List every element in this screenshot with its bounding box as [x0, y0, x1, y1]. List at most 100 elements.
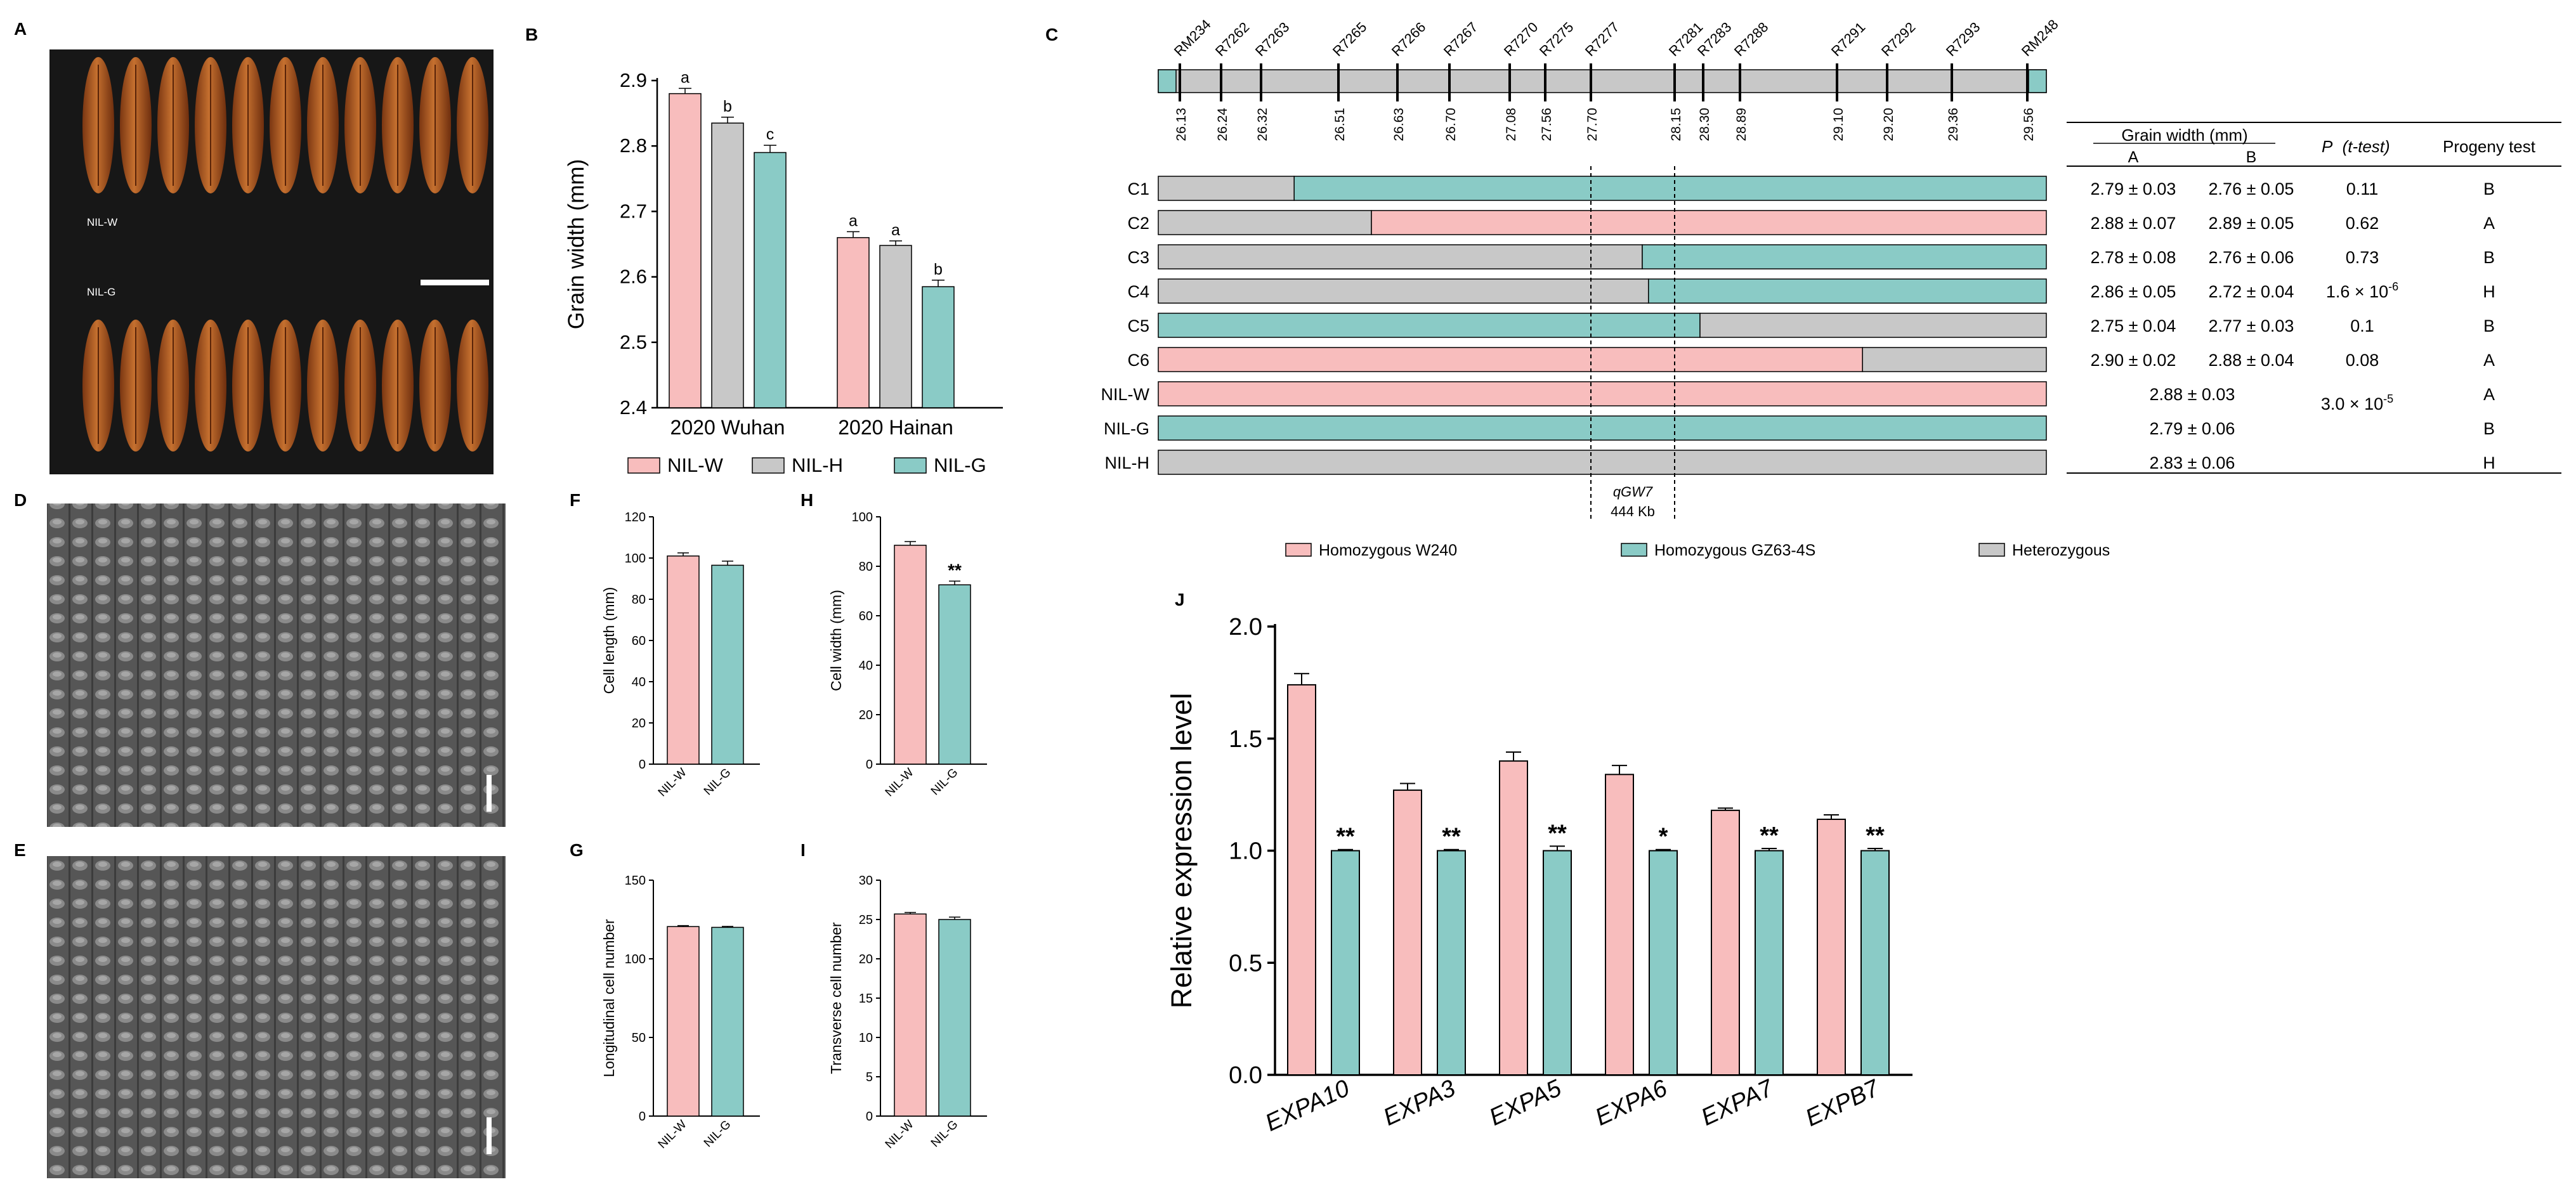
legend-label: NIL-W	[667, 454, 724, 476]
y-tick-label: 2.9	[620, 69, 647, 91]
chromosome-end-right	[2028, 69, 2047, 93]
col-b-header: B	[2246, 148, 2257, 166]
row-label: C5	[1127, 316, 1149, 335]
legend-label: NIL-G	[934, 454, 986, 476]
significance-mark: **	[1336, 824, 1355, 850]
bar-nil-g-expa5	[1543, 850, 1572, 1075]
p-value: 1.6 × 10-6	[2326, 280, 2398, 301]
segment-w	[1158, 347, 1863, 372]
y-tick-label: 0	[639, 1110, 646, 1124]
p-value: 0.1	[2350, 316, 2374, 335]
y-tick-label: 40	[632, 675, 646, 689]
segment-h	[1699, 313, 2047, 338]
bar-nil-g-expb7	[1860, 850, 1890, 1075]
y-tick-label: 20	[859, 952, 873, 966]
y-tick-label: 2.0	[1229, 614, 1262, 640]
bar-nil-g	[711, 926, 744, 1117]
x-tick-label: NIL-W	[883, 1118, 917, 1152]
segment-h	[1158, 278, 1649, 304]
marker-position: 26.70	[1444, 108, 1458, 141]
y-tick-label: 60	[859, 609, 873, 623]
panel-letter-d: D	[14, 490, 27, 510]
bar-nil-w	[894, 545, 927, 765]
significance-letter: c	[766, 126, 775, 143]
bar-nil-g-expa6	[1649, 850, 1678, 1075]
x-tick-label: EXPA3	[1380, 1075, 1460, 1131]
y-tick-label: 0	[866, 758, 873, 772]
y-tick-label: 20	[632, 717, 646, 731]
significance-letter: a	[681, 68, 690, 86]
marker-name: R7270	[1501, 19, 1541, 60]
sem-scale-bar	[487, 1117, 492, 1154]
progeny-value: H	[2483, 453, 2495, 472]
bar-nil-h-1	[879, 245, 912, 408]
bar-nil-w	[667, 556, 700, 765]
legend-swatch	[1978, 543, 2005, 557]
chart-transverse-cell-number: 0 5 10 15 20 25 30 NIL-W NIL-G Transverse cell nu…	[828, 874, 987, 1152]
y-tick-label: 1.0	[1229, 838, 1262, 865]
x-tick-label: EXPA7	[1697, 1074, 1779, 1131]
marker-name: RM248	[2018, 16, 2062, 60]
bar-nil-h-0	[711, 122, 744, 408]
segment-h	[1158, 450, 2047, 475]
y-axis-label: Transverse cell number	[828, 922, 844, 1074]
progeny-test-header: Progeny test	[2443, 137, 2536, 156]
bar-nil-g-expa10	[1331, 850, 1360, 1075]
width-a-value: 2.79 ± 0.03	[2091, 179, 2176, 198]
bar-nil-g-expa7	[1755, 850, 1784, 1075]
grain-label-nil-g: NIL-G	[87, 286, 115, 298]
y-tick-label: 0.5	[1229, 950, 1262, 977]
p-label: P	[2322, 137, 2333, 156]
qtl-size: 444 Kb	[1611, 504, 1655, 519]
marker-position: 26.51	[1333, 108, 1347, 141]
segment-g	[1642, 244, 2047, 270]
y-tick-label: 1.5	[1229, 726, 1262, 753]
y-tick-label: 60	[632, 634, 646, 648]
significance-mark: **	[1548, 820, 1567, 847]
legend-swatch-nil-h	[752, 457, 785, 474]
significance-letter: a	[849, 212, 858, 230]
marker-position: 28.15	[1669, 108, 1684, 141]
panel-letter-g: G	[570, 840, 584, 860]
panel-letter-h: H	[801, 490, 813, 510]
segment-g	[1648, 278, 2047, 304]
width-b-value: 2.72 ± 0.04	[2209, 282, 2294, 301]
segment-w	[1158, 381, 2047, 406]
marker-position: 27.08	[1504, 108, 1519, 141]
x-tick-label: NIL-G	[929, 766, 961, 798]
y-tick-label: 25	[859, 913, 873, 927]
row-label: C1	[1127, 179, 1149, 198]
p-value-header: P (t-test)	[2322, 137, 2390, 156]
y-tick-label: 30	[859, 874, 873, 888]
segment-h	[1158, 176, 1295, 201]
panel-letter-b: B	[525, 25, 538, 44]
width-combined-value: 2.83 ± 0.06	[2150, 453, 2235, 472]
row-label: C6	[1127, 351, 1149, 370]
y-tick-label: 2.6	[620, 266, 647, 288]
panel-letter-a: A	[14, 19, 27, 39]
segment-h	[1158, 244, 1643, 270]
width-a-value: 2.78 ± 0.08	[2091, 248, 2176, 267]
marker-ticks: RM234 26.13 R7262 26.24 R7263 26.32 R7265 26.51…	[1158, 16, 2062, 141]
chart-relative-expression: 0.0 0.5 1.0 1.5 2.0 ** EXPA10 ** EXPA3 ** EXPA5 * EX…	[1165, 614, 1912, 1137]
progeny-value: B	[2483, 316, 2495, 335]
marker-position: 29.56	[2022, 108, 2036, 141]
bar-nil-w-expb7	[1817, 819, 1846, 1075]
row-label: NIL-G	[1104, 419, 1149, 438]
y-tick-label: 2.4	[620, 396, 647, 419]
marker-position: 26.24	[1215, 108, 1230, 141]
marker-position: 26.63	[1392, 108, 1406, 141]
y-axis-label: Cell width (mm)	[828, 590, 844, 691]
row-label: NIL-H	[1104, 453, 1149, 472]
row-label: NIL-W	[1101, 385, 1150, 404]
panel-d-sem-image	[47, 504, 506, 827]
p-value-mantissa: 0.62	[2346, 214, 2379, 233]
y-tick-label: 100	[625, 952, 646, 966]
significance-letter: b	[934, 261, 943, 278]
nil-p-value: 3.0 × 10-5	[2321, 393, 2393, 413]
legend-label: NIL-H	[792, 454, 843, 476]
significance-mark: *	[1659, 824, 1668, 850]
progeny-value: B	[2483, 179, 2495, 198]
marker-name: R7263	[1252, 19, 1293, 60]
